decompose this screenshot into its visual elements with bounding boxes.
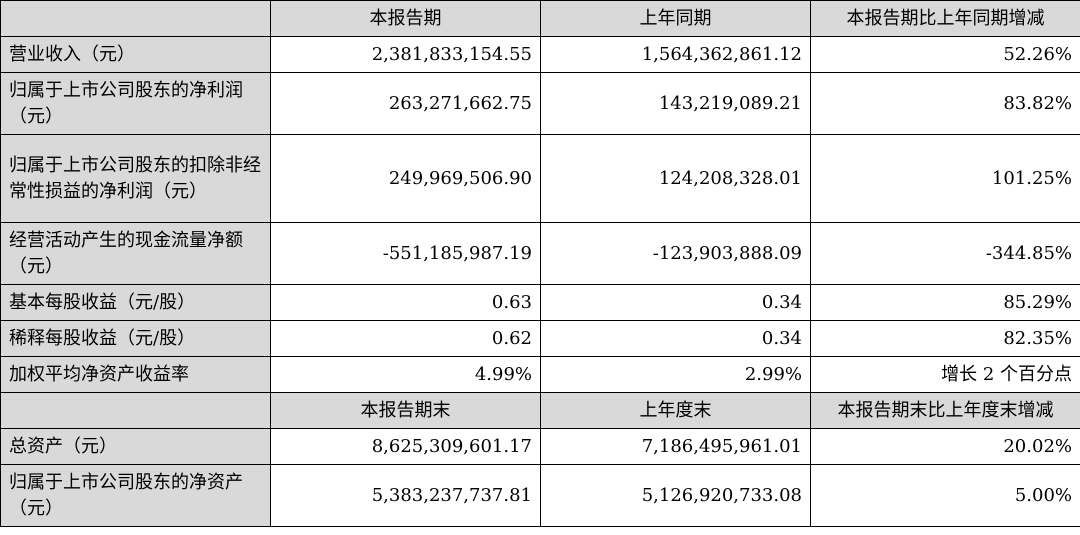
prior-value: 5,126,920,733.08 [540, 464, 811, 527]
change-value: -344.85% [810, 222, 1080, 285]
table-row: 稀释每股收益（元/股） 0.62 0.34 82.35% [0, 320, 1080, 357]
change-value: 82.35% [810, 320, 1080, 357]
row-label: 归属于上市公司股东的净资产（元） [0, 464, 271, 527]
current-value: 4.99% [270, 356, 541, 393]
header-prior-year-end: 上年度末 [540, 392, 811, 429]
row-label: 营业收入（元） [0, 36, 271, 73]
table-row: 加权平均净资产收益率 4.99% 2.99% 增长 2 个百分点 [0, 356, 1080, 393]
row-label: 基本每股收益（元/股） [0, 284, 271, 321]
current-value: 2,381,833,154.55 [270, 36, 541, 73]
change-value: 83.82% [810, 72, 1080, 135]
header-current-period: 本报告期 [270, 0, 541, 37]
prior-value: 124,208,328.01 [540, 134, 811, 223]
current-value: 5,383,237,737.81 [270, 464, 541, 527]
table-row: 基本每股收益（元/股） 0.63 0.34 85.29% [0, 284, 1080, 321]
header-period-end: 本报告期末 [270, 392, 541, 429]
prior-value: 143,219,089.21 [540, 72, 811, 135]
table-row: 经营活动产生的现金流量净额（元） -551,185,987.19 -123,90… [0, 222, 1080, 285]
header-period-change: 本报告期比上年同期增减 [810, 0, 1080, 37]
prior-value: 0.34 [540, 284, 811, 321]
row-label: 稀释每股收益（元/股） [0, 320, 271, 357]
prior-value: 1,564,362,861.12 [540, 36, 811, 73]
period-header-row: 本报告期 上年同期 本报告期比上年同期增减 [0, 0, 1080, 37]
table-row: 归属于上市公司股东的净资产（元） 5,383,237,737.81 5,126,… [0, 464, 1080, 527]
prior-value: 7,186,495,961.01 [540, 428, 811, 465]
prior-value: -123,903,888.09 [540, 222, 811, 285]
table-row: 总资产（元） 8,625,309,601.17 7,186,495,961.01… [0, 428, 1080, 465]
change-value: 52.26% [810, 36, 1080, 73]
row-label: 加权平均净资产收益率 [0, 356, 271, 393]
current-value: 0.62 [270, 320, 541, 357]
header-period-end-change: 本报告期末比上年度末增减 [810, 392, 1080, 429]
header-prior-period: 上年同期 [540, 0, 811, 37]
header-blank-cell [0, 0, 271, 37]
row-label: 归属于上市公司股东的净利润（元） [0, 72, 271, 135]
prior-value: 2.99% [540, 356, 811, 393]
table-row: 归属于上市公司股东的扣除非经常性损益的净利润（元） 249,969,506.90… [0, 134, 1080, 223]
change-value: 5.00% [810, 464, 1080, 527]
row-label: 归属于上市公司股东的扣除非经常性损益的净利润（元） [0, 134, 271, 223]
current-value: 0.63 [270, 284, 541, 321]
row-label: 总资产（元） [0, 428, 271, 465]
change-value: 101.25% [810, 134, 1080, 223]
current-value: 249,969,506.90 [270, 134, 541, 223]
prior-value: 0.34 [540, 320, 811, 357]
change-value: 20.02% [810, 428, 1080, 465]
row-label: 经营活动产生的现金流量净额（元） [0, 222, 271, 285]
table-row: 归属于上市公司股东的净利润（元） 263,271,662.75 143,219,… [0, 72, 1080, 135]
current-value: 263,271,662.75 [270, 72, 541, 135]
change-value: 增长 2 个百分点 [810, 356, 1080, 393]
header-blank-cell [0, 392, 271, 429]
period-end-header-row: 本报告期末 上年度末 本报告期末比上年度末增减 [0, 392, 1080, 429]
current-value: -551,185,987.19 [270, 222, 541, 285]
change-value: 85.29% [810, 284, 1080, 321]
table-row: 营业收入（元） 2,381,833,154.55 1,564,362,861.1… [0, 36, 1080, 73]
current-value: 8,625,309,601.17 [270, 428, 541, 465]
